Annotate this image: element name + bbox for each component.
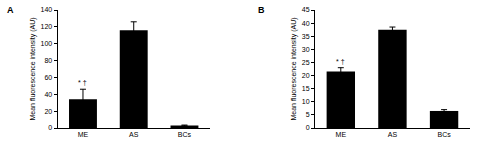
svg-text:* †: * † [336, 58, 345, 65]
svg-text:20: 20 [302, 72, 310, 79]
svg-text:60: 60 [44, 74, 52, 81]
svg-text:30: 30 [302, 46, 310, 53]
svg-text:40: 40 [44, 91, 52, 98]
svg-text:35: 35 [302, 33, 310, 40]
svg-text:0: 0 [306, 124, 310, 131]
svg-text:ME: ME [78, 131, 89, 138]
svg-text:20: 20 [44, 108, 52, 115]
svg-text:ME: ME [336, 131, 347, 138]
svg-text:Mean fluorescence intensity (A: Mean fluorescence intensity (AU) [29, 17, 37, 120]
svg-text:10: 10 [302, 98, 310, 105]
svg-text:* †: * † [78, 79, 87, 86]
svg-text:80: 80 [44, 57, 52, 64]
svg-text:45: 45 [302, 6, 310, 13]
svg-text:120: 120 [41, 23, 53, 30]
svg-text:AS: AS [388, 131, 398, 138]
svg-text:B: B [258, 5, 265, 15]
svg-text:0: 0 [48, 124, 52, 131]
svg-text:BCs: BCs [437, 131, 451, 138]
svg-text:5: 5 [306, 111, 310, 118]
svg-text:40: 40 [302, 20, 310, 27]
svg-text:Mean fluorescence intensity (A: Mean fluorescence intensity (AU) [290, 17, 298, 120]
svg-text:100: 100 [41, 40, 53, 47]
svg-text:25: 25 [302, 59, 310, 66]
svg-text:140: 140 [41, 6, 53, 13]
svg-text:AS: AS [129, 131, 139, 138]
svg-text:15: 15 [302, 85, 310, 92]
svg-text:BCs: BCs [178, 131, 192, 138]
svg-text:A: A [7, 5, 14, 15]
